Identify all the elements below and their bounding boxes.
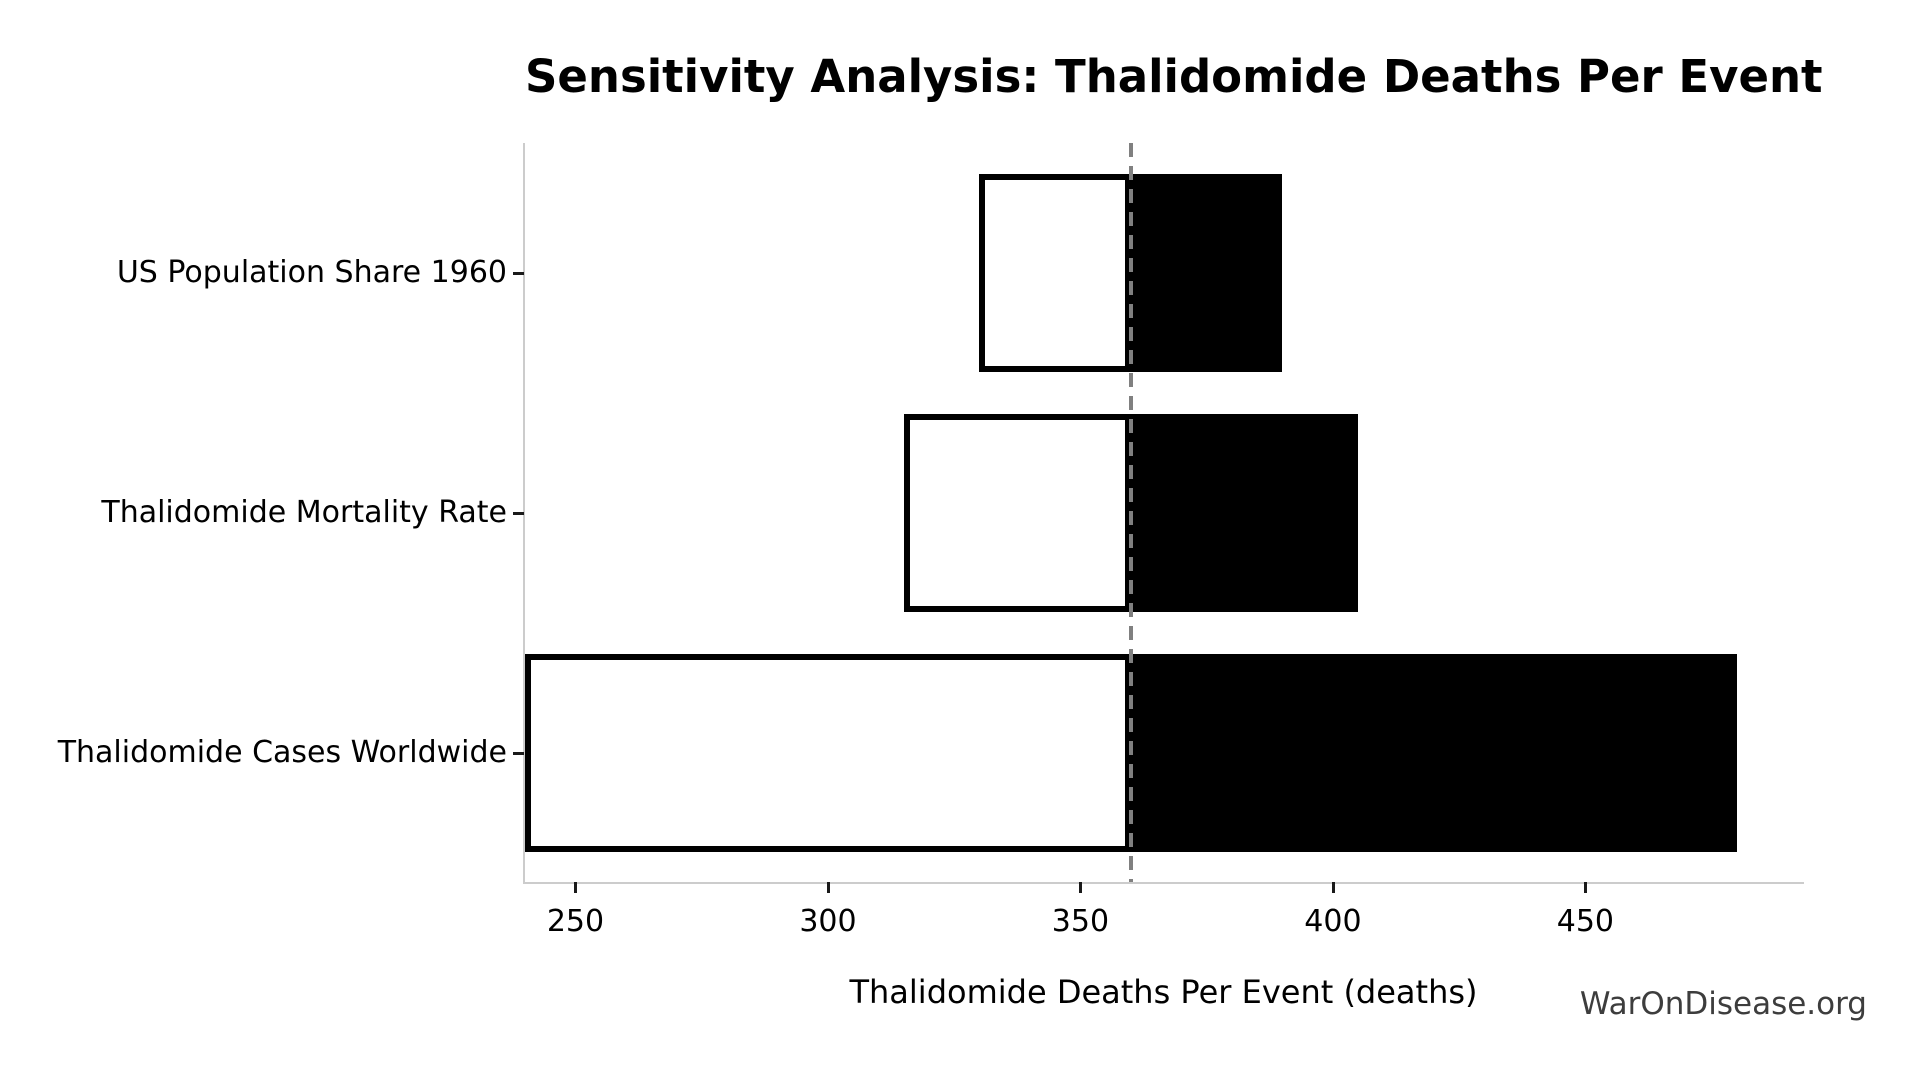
y-tick-mark bbox=[513, 512, 524, 515]
category-label: Thalidomide Mortality Rate bbox=[101, 495, 507, 530]
x-tick-mark bbox=[1331, 882, 1335, 893]
category-label: US Population Share 1960 bbox=[116, 255, 507, 290]
bar-low-segment bbox=[903, 414, 1131, 612]
x-tick-label: 450 bbox=[1556, 904, 1614, 939]
x-axis-label: Thalidomide Deaths Per Event (deaths) bbox=[849, 973, 1478, 1011]
plot-area bbox=[525, 143, 1802, 882]
x-tick-label: 300 bbox=[799, 904, 857, 939]
bar-high-segment bbox=[1130, 174, 1283, 372]
x-tick-mark bbox=[574, 882, 578, 893]
x-tick-label: 400 bbox=[1304, 904, 1362, 939]
bar-low-segment bbox=[979, 174, 1131, 372]
y-axis-line bbox=[523, 143, 525, 884]
x-tick-label: 250 bbox=[546, 904, 605, 939]
x-axis-line bbox=[523, 882, 1804, 884]
watermark: WarOnDisease.org bbox=[1579, 986, 1867, 1022]
x-tick-mark bbox=[826, 882, 830, 893]
x-tick-label: 350 bbox=[1051, 904, 1110, 939]
y-tick-mark bbox=[513, 272, 524, 275]
bar-high-segment bbox=[1130, 414, 1359, 612]
x-tick-mark bbox=[1584, 882, 1588, 893]
y-tick-mark bbox=[513, 752, 524, 755]
bar-high-segment bbox=[1130, 654, 1737, 852]
bar-low-segment bbox=[525, 654, 1131, 852]
x-tick-mark bbox=[1079, 882, 1083, 893]
chart-title: Sensitivity Analysis: Thalidomide Deaths… bbox=[525, 50, 1823, 103]
category-label: Thalidomide Cases Worldwide bbox=[57, 735, 507, 770]
baseline-dashed-line bbox=[1128, 143, 1133, 882]
